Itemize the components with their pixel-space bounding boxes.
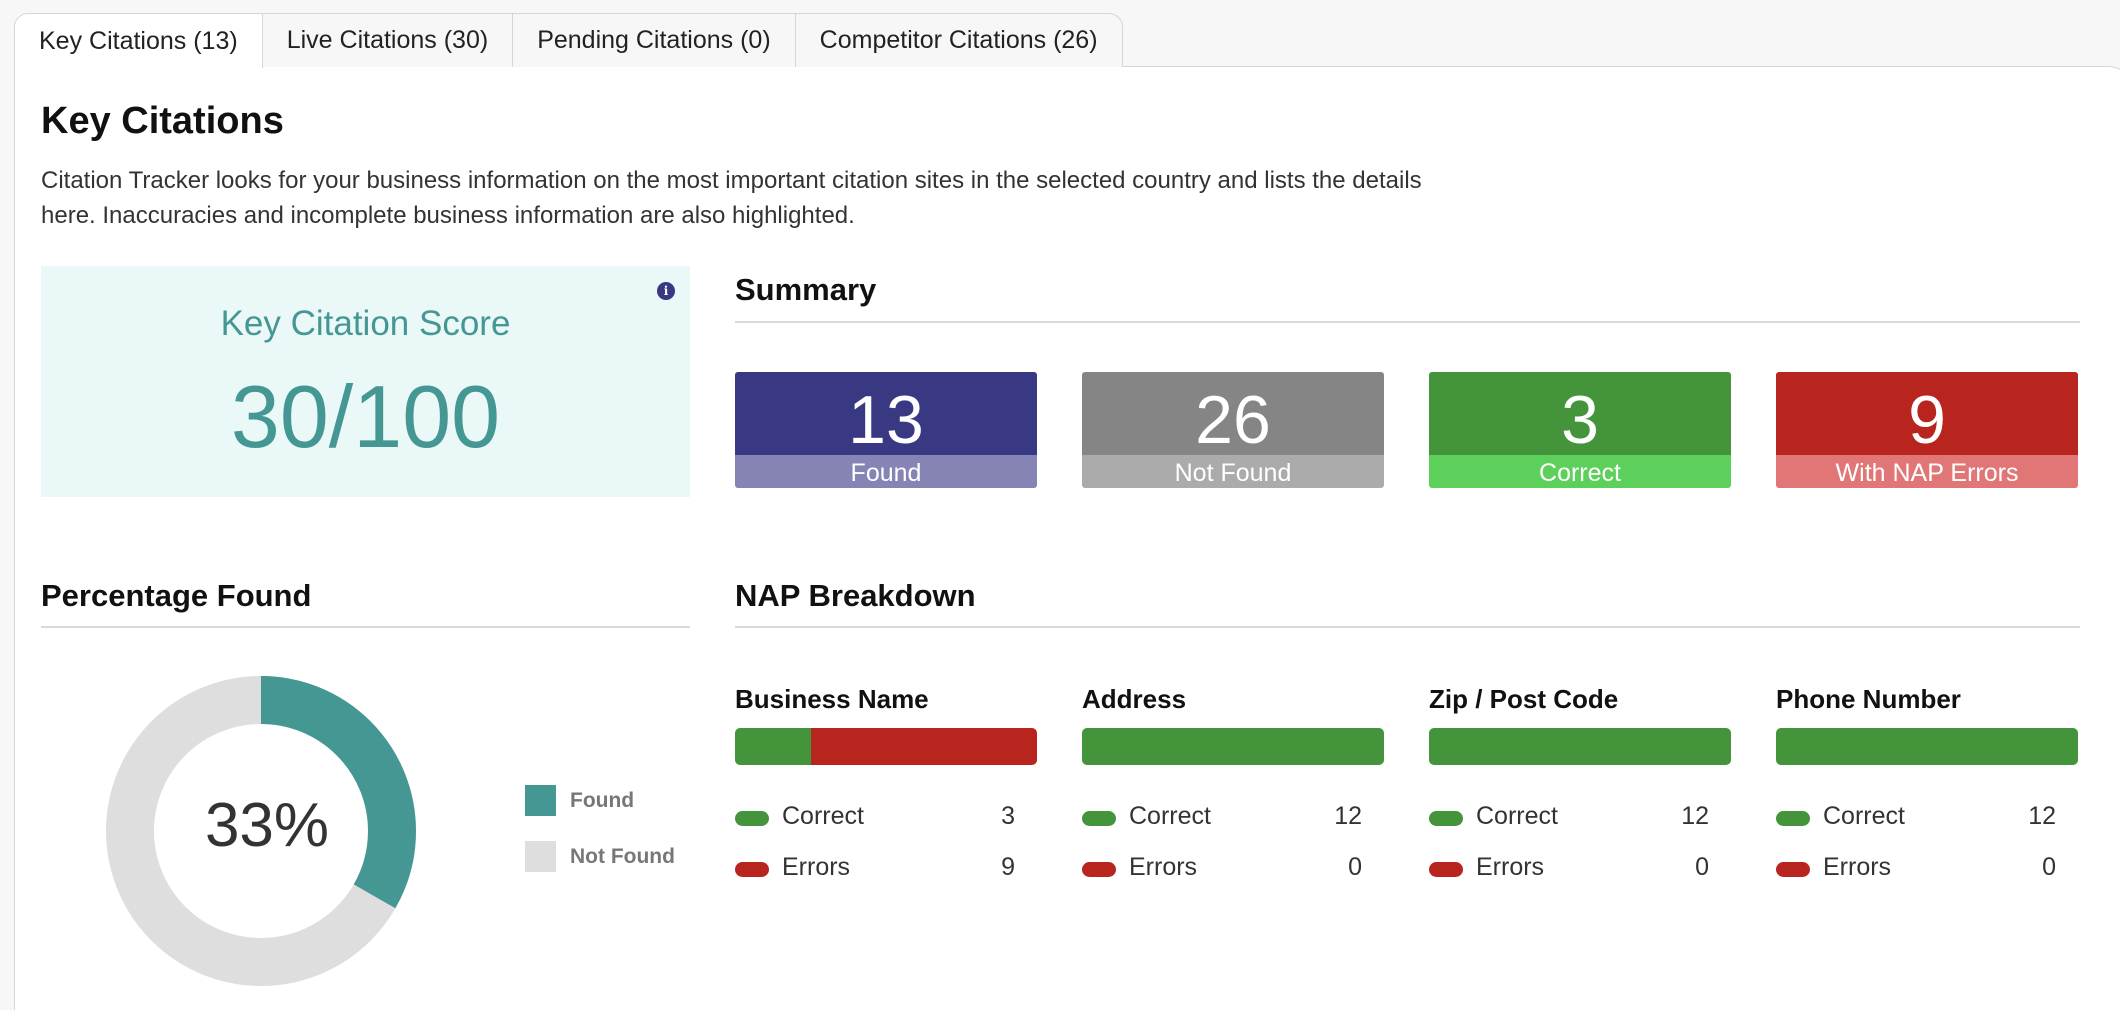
row-value: 3 xyxy=(1001,802,1015,830)
legend-swatch xyxy=(525,785,556,816)
bar-error-segment xyxy=(810,728,1037,765)
page-description: Citation Tracker looks for your business… xyxy=(41,167,1422,229)
summary-divider xyxy=(735,321,2080,323)
summary-card-nap-errors: 9 With NAP Errors xyxy=(1776,372,2078,488)
correct-pill-icon xyxy=(735,811,769,826)
row-value: 0 xyxy=(2042,853,2056,881)
correct-pill-icon xyxy=(1776,811,1810,826)
content-panel xyxy=(14,66,2120,1010)
nap-row-errors: Errors 9 xyxy=(735,853,1015,883)
summary-card-found: 13 Found xyxy=(735,372,1037,488)
card-label: Not Found xyxy=(1082,455,1384,488)
donut-percent-label: 33% xyxy=(204,791,330,860)
nap-row-correct: Correct 12 xyxy=(1082,802,1362,832)
percentage-donut-chart xyxy=(106,676,416,986)
row-label: Correct xyxy=(1129,802,1211,830)
row-value: 0 xyxy=(1695,853,1709,881)
legend-label: Not Found xyxy=(570,845,675,868)
row-label: Errors xyxy=(1476,853,1545,881)
nap-row-errors: Errors 0 xyxy=(1776,853,2056,883)
row-value: 12 xyxy=(1334,802,1362,830)
score-title: Key Citation Score xyxy=(220,304,511,343)
row-value: 12 xyxy=(2028,802,2056,830)
nap-divider xyxy=(735,626,2080,628)
row-value: 0 xyxy=(1348,853,1362,881)
bar-correct-segment xyxy=(1429,728,1731,765)
citation-tabs: Key Citations (13) Live Citations (30) P… xyxy=(14,13,1123,68)
nap-title-business-name: Business Name xyxy=(735,684,929,714)
summary-card-not-found: 26 Not Found xyxy=(1082,372,1384,488)
card-value: 26 xyxy=(1082,372,1384,458)
summary-heading: Summary xyxy=(735,272,877,307)
nap-row-errors: Errors 0 xyxy=(1429,853,1709,883)
nap-title-address: Address xyxy=(1082,684,1187,714)
card-value: 9 xyxy=(1776,372,2078,458)
legend-swatch xyxy=(525,841,556,872)
nap-bar-address xyxy=(1082,728,1384,765)
nap-bar-phone-number xyxy=(1776,728,2078,765)
nap-row-correct: Correct 3 xyxy=(735,802,1015,832)
key-citation-score-box: i Key Citation Score 30/100 xyxy=(41,266,690,497)
bar-correct-segment xyxy=(1776,728,2078,765)
row-label: Errors xyxy=(1823,853,1892,881)
percentage-divider xyxy=(41,626,690,628)
donut-found-segment xyxy=(106,676,416,986)
error-pill-icon xyxy=(735,862,769,877)
nap-bar-business-name xyxy=(735,728,1037,765)
bar-correct-segment xyxy=(735,728,811,765)
card-label: Correct xyxy=(1429,455,1731,488)
nap-title-zip-post-code: Zip / Post Code xyxy=(1429,684,1619,714)
nap-row-errors: Errors 0 xyxy=(1082,853,1362,883)
row-label: Correct xyxy=(1823,802,1905,830)
error-pill-icon xyxy=(1776,862,1810,877)
card-label: With NAP Errors xyxy=(1776,455,2078,488)
row-label: Errors xyxy=(1129,853,1198,881)
nap-breakdown-heading: NAP Breakdown xyxy=(735,578,976,613)
tab-live-citations[interactable]: Live Citations (30) xyxy=(261,13,514,67)
correct-pill-icon xyxy=(1082,811,1116,826)
legend-label: Found xyxy=(570,789,635,812)
nap-row-correct: Correct 12 xyxy=(1776,802,2056,832)
card-label: Found xyxy=(735,455,1037,488)
card-value: 3 xyxy=(1429,372,1731,458)
tab-competitor-citations[interactable]: Competitor Citations (26) xyxy=(794,13,1123,67)
info-icon[interactable]: i xyxy=(657,282,675,300)
page-title: Key Citations xyxy=(41,100,284,142)
nap-bar-zip-post-code xyxy=(1429,728,1731,765)
tab-key-citations[interactable]: Key Citations (13) xyxy=(14,13,263,68)
error-pill-icon xyxy=(1082,862,1116,877)
row-label: Correct xyxy=(1476,802,1558,830)
summary-card-correct: 3 Correct xyxy=(1429,372,1731,488)
row-label: Errors xyxy=(782,853,851,881)
tab-pending-citations[interactable]: Pending Citations (0) xyxy=(512,13,796,67)
nap-title-phone-number: Phone Number xyxy=(1776,684,1961,714)
error-pill-icon xyxy=(1429,862,1463,877)
row-value: 9 xyxy=(1001,853,1015,881)
row-value: 12 xyxy=(1681,802,1709,830)
row-label: Correct xyxy=(782,802,864,830)
score-value: 30/100 xyxy=(230,367,501,466)
percentage-found-heading: Percentage Found xyxy=(41,578,312,613)
card-value: 13 xyxy=(735,372,1037,458)
bar-correct-segment xyxy=(1082,728,1384,765)
nap-row-correct: Correct 12 xyxy=(1429,802,1709,832)
correct-pill-icon xyxy=(1429,811,1463,826)
